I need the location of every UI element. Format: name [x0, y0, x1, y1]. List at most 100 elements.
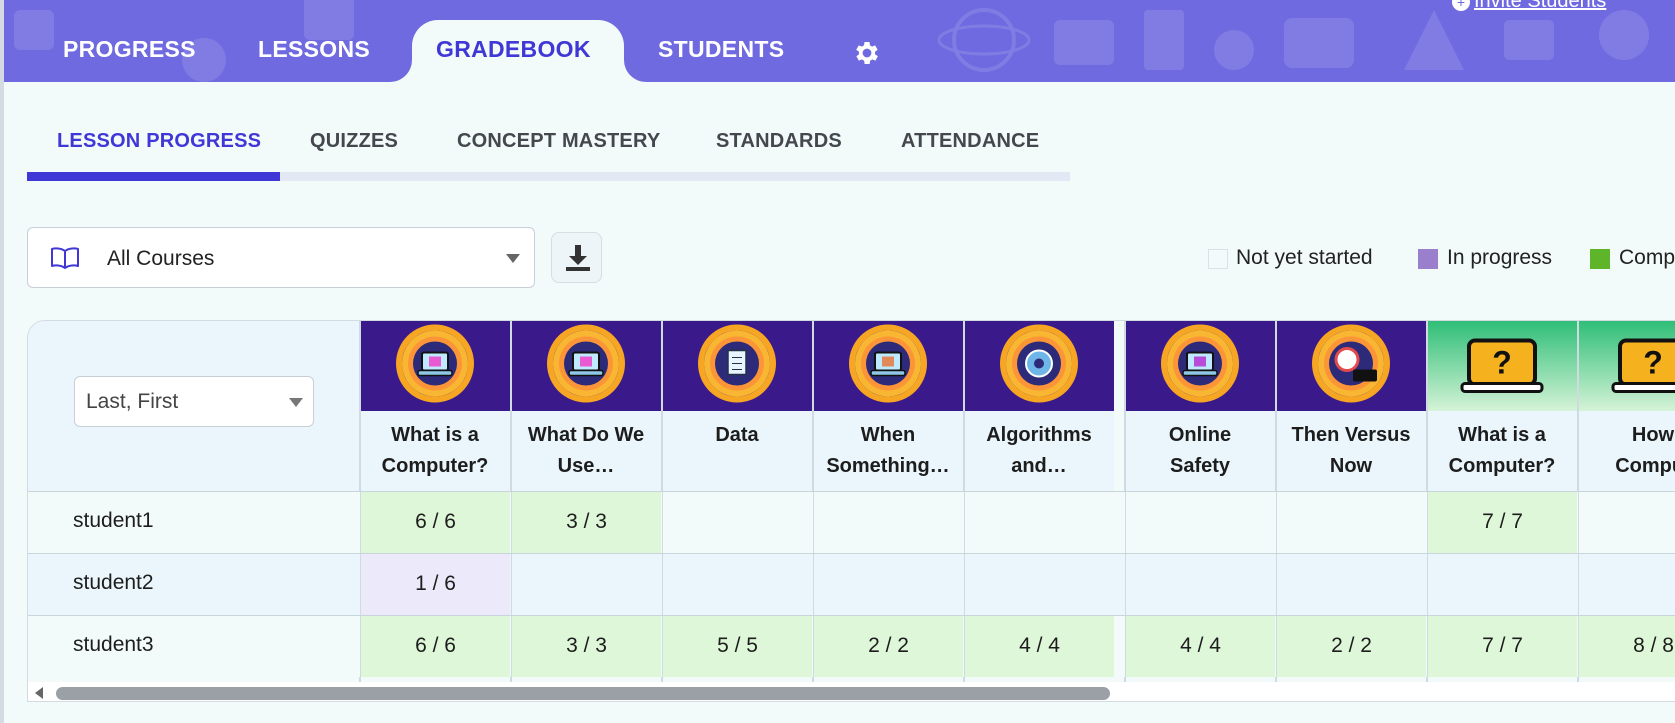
gear-icon[interactable]	[852, 38, 882, 68]
laptop-questions-icon	[541, 324, 631, 409]
progress-cell[interactable]: 2 / 2	[813, 615, 963, 677]
gear-circuit-icon	[994, 324, 1084, 409]
subtab-standards[interactable]: STANDARDS	[716, 130, 842, 152]
invite-students-label: Invite Students	[1474, 0, 1607, 12]
grid-corner: Last, First	[28, 321, 360, 491]
lesson-banner: ?	[1427, 321, 1577, 411]
lesson-column-header[interactable]: When Something…	[813, 321, 963, 491]
progress-cell[interactable]: 8 / 8	[1578, 615, 1675, 677]
tab-students[interactable]: STUDENTS	[658, 36, 785, 62]
scroll-left-arrow-icon[interactable]	[35, 687, 43, 699]
subtab-attendance[interactable]: ATTENDANCE	[901, 130, 1040, 152]
tab-gradebook[interactable]: GRADEBOOK	[436, 36, 591, 62]
lesson-column-header[interactable]: ? How Comput	[1578, 321, 1675, 491]
progress-cell[interactable]: 7 / 7	[1427, 491, 1577, 553]
laptop-shield-icon	[1155, 324, 1245, 409]
school-doodle-pattern-icon	[937, 8, 1649, 72]
lesson-column-header[interactable]: Data	[662, 321, 812, 491]
lesson-title: Data	[662, 411, 812, 491]
chevron-down-icon	[289, 398, 303, 407]
top-navigation-bar: + Invite Students PROGRESS LESSONS GRADEB…	[4, 0, 1675, 82]
progress-cell[interactable]	[1125, 491, 1275, 553]
svg-text:?: ?	[1643, 345, 1663, 381]
row-divider	[28, 553, 1675, 554]
progress-cell[interactable]: 6 / 6	[360, 615, 510, 677]
lesson-title: Then Versus Now	[1276, 411, 1426, 491]
progress-cell[interactable]: 4 / 4	[1125, 615, 1275, 677]
invite-students-link[interactable]: + Invite Students	[1452, 0, 1606, 13]
legend-complete: Comp	[1619, 246, 1675, 269]
lesson-banner	[360, 321, 510, 411]
progress-cell[interactable]	[662, 553, 812, 615]
row-divider	[28, 615, 1675, 616]
progress-cell[interactable]: 3 / 3	[511, 491, 661, 553]
lesson-banner: ?	[1578, 321, 1675, 411]
progress-cell[interactable]	[511, 553, 661, 615]
progress-cell[interactable]: 2 / 2	[1276, 615, 1426, 677]
progress-cell[interactable]: 6 / 6	[360, 491, 510, 553]
legend-swatch-in-progress	[1418, 249, 1438, 269]
progress-cell[interactable]	[1276, 491, 1426, 553]
progress-cell[interactable]: 7 / 7	[1427, 615, 1577, 677]
laptop-question-icon: ?	[1457, 324, 1547, 409]
progress-cell[interactable]	[662, 491, 812, 553]
legend-swatch-not-started	[1208, 249, 1228, 269]
lesson-column-header[interactable]: ? What is a Computer?	[1427, 321, 1577, 491]
progress-cell[interactable]: 4 / 4	[964, 615, 1114, 677]
laptop-question-icon	[390, 324, 480, 409]
progress-cell[interactable]	[964, 491, 1114, 553]
laptop-bandage-icon	[843, 324, 933, 409]
progress-cell[interactable]	[1578, 553, 1675, 615]
window-left-edge	[0, 0, 4, 723]
progress-cell[interactable]	[813, 553, 963, 615]
progress-cell[interactable]: 3 / 3	[511, 615, 661, 677]
lesson-banner	[813, 321, 963, 411]
progress-cell[interactable]: 5 / 5	[662, 615, 812, 677]
lesson-banner	[662, 321, 812, 411]
sort-select[interactable]: Last, First	[74, 376, 314, 427]
lesson-column-header[interactable]: Then Versus Now	[1276, 321, 1426, 491]
plus-icon: +	[1452, 0, 1470, 11]
progress-cell[interactable]	[813, 491, 963, 553]
subtab-quizzes[interactable]: QUIZZES	[310, 130, 399, 152]
lesson-column-header[interactable]: Online Safety	[1125, 321, 1275, 491]
tab-lessons[interactable]: LESSONS	[258, 36, 371, 62]
subtab-lesson-progress[interactable]: LESSON PROGRESS	[57, 130, 262, 152]
laptop-gears-icon: ?	[1608, 324, 1675, 409]
progress-cell[interactable]	[964, 553, 1114, 615]
table-row: student2 1 / 6	[28, 553, 1675, 615]
sort-select-value: Last, First	[86, 390, 179, 413]
lesson-title: How Comput	[1578, 411, 1675, 491]
progress-cell[interactable]	[1125, 553, 1275, 615]
lesson-banner	[964, 321, 1114, 411]
tab-progress[interactable]: PROGRESS	[63, 36, 196, 62]
student-name[interactable]: student1	[73, 509, 154, 532]
scrollbar-thumb[interactable]	[56, 687, 1110, 700]
lesson-column-header[interactable]: What is a Computer?	[360, 321, 510, 491]
active-tab-background	[390, 20, 646, 82]
download-button[interactable]	[551, 232, 602, 283]
lesson-column-header[interactable]: Algorithms and…	[964, 321, 1114, 491]
subtab-concept-mastery[interactable]: CONCEPT MASTERY	[457, 130, 661, 152]
horizontal-scrollbar[interactable]	[28, 682, 1675, 701]
subtabs-track	[27, 172, 1070, 181]
lesson-title: What Do We Use…	[511, 411, 661, 491]
lesson-banner	[1276, 321, 1426, 411]
course-select[interactable]: All Courses	[27, 227, 535, 288]
progress-cell[interactable]	[1276, 553, 1426, 615]
doodle-pattern-left-icon	[14, 0, 354, 82]
lesson-title: What is a Computer?	[360, 411, 510, 491]
course-select-value: All Courses	[107, 247, 215, 270]
progress-cell[interactable]	[1578, 491, 1675, 553]
progress-cell[interactable]	[1427, 553, 1577, 615]
lesson-banner	[511, 321, 661, 411]
lesson-banner	[1125, 321, 1275, 411]
student-name[interactable]: student3	[73, 633, 154, 656]
lesson-column-header[interactable]: What Do We Use…	[511, 321, 661, 491]
student-name[interactable]: student2	[73, 571, 154, 594]
lesson-title: Online Safety	[1125, 411, 1275, 491]
row-divider	[28, 491, 1675, 492]
progress-cell[interactable]: 1 / 6	[360, 553, 510, 615]
